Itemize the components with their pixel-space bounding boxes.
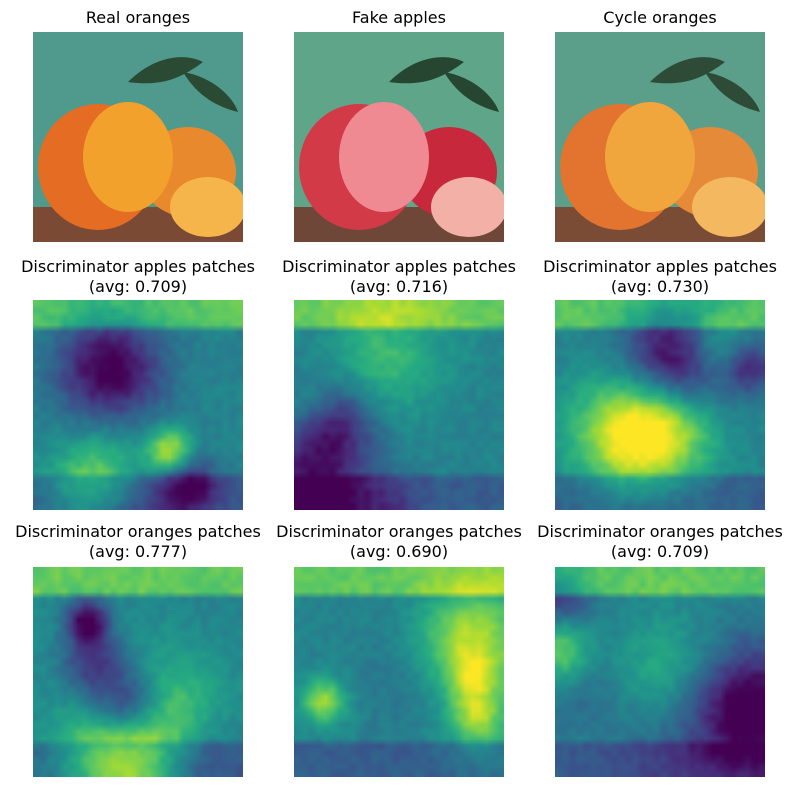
orange-photo [555,32,768,242]
panel-title: Real oranges [85,8,191,27]
heatmap [555,567,765,777]
panel-avg: (avg: 0.690) [349,542,449,561]
panel-title: Discriminator oranges patches [276,522,522,541]
heatmap [33,300,243,510]
heatmap [294,567,504,777]
panel-title: Fake apples [352,8,446,27]
panel-title: Discriminator oranges patches [537,522,783,541]
panel-title: Discriminator oranges patches [15,522,261,541]
panel-avg: (avg: 0.777) [88,542,188,561]
panel-avg: (avg: 0.730) [610,277,710,296]
heatmap [294,300,504,510]
panel-title: Discriminator apples patches [21,257,255,276]
panel-title: Cycle oranges [603,8,717,27]
panel-avg: (avg: 0.716) [349,277,449,296]
panel-title: Discriminator apples patches [282,257,516,276]
panel-avg: (avg: 0.709) [610,542,710,561]
heatmap [555,300,765,510]
panel-avg: (avg: 0.709) [88,277,188,296]
apple-photo [294,32,507,242]
heatmap [33,567,243,777]
orange-photo [33,32,246,242]
panel-title: Discriminator apples patches [543,257,777,276]
